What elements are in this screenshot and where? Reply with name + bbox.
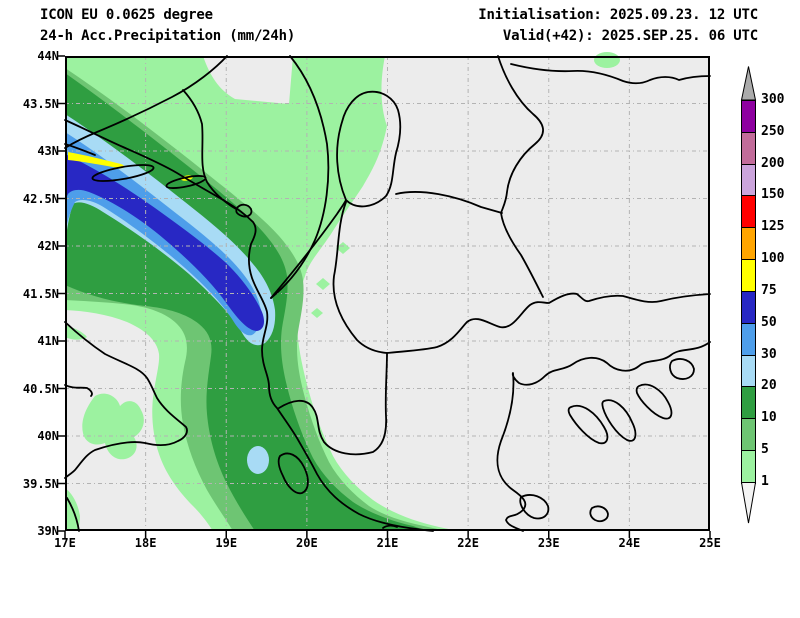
colorbar-label: 5 (761, 441, 769, 457)
colorbar-label: 150 (761, 187, 785, 203)
colorbar (741, 100, 756, 484)
border-danube-north (510, 63, 711, 85)
colorbar-label: 1 (761, 473, 769, 489)
lon-axis-label: 24E (618, 536, 641, 550)
kotor-bay (235, 203, 253, 218)
athos-island (669, 358, 695, 380)
chalkidiki-finger (601, 399, 637, 442)
border-albania-macedonia (332, 201, 388, 354)
colorbar-under-arrow (740, 482, 757, 524)
lon-axis-label: 22E (457, 536, 479, 550)
colorbar-label: 10 (761, 410, 777, 426)
lon-axis-label: 23E (537, 536, 560, 550)
lon-axis-label: 25E (699, 536, 721, 550)
lat-axis-label: 40N (37, 429, 59, 443)
model-title: ICON EU 0.0625 degree (40, 7, 213, 23)
colorbar-segment (742, 196, 755, 229)
lat-axis-label: 43N (37, 144, 59, 158)
colorbar-label: 300 (761, 92, 785, 107)
chalkidiki-finger (567, 404, 609, 445)
colorbar-segment (742, 419, 755, 451)
border-greece-macedonia-bulgaria (386, 292, 711, 354)
colorbar-segment (742, 164, 755, 197)
colorbar-segment (742, 260, 755, 292)
lat-axis-label: 42.5N (22, 191, 59, 206)
parameter-title: 24-h Acc.Precipitation (mm/24h) (40, 28, 296, 44)
lat-axis-label: 41N (37, 334, 59, 348)
colorbar-segment (742, 132, 755, 165)
colorbar-label: 250 (761, 123, 785, 139)
colorbar-segment (742, 228, 755, 261)
colorbar-label: 75 (761, 282, 777, 298)
lon-axis-label: 21E (376, 536, 399, 550)
colorbar-over-arrow (740, 66, 757, 101)
colorbar-segment (742, 355, 755, 388)
precip-layer-50-75mm (65, 154, 265, 331)
lon-axis-label: 19E (215, 536, 238, 550)
valid-time: Valid(+42): 2025.SEP.25. 06 UTC (502, 28, 758, 44)
map-frame (65, 56, 710, 531)
border-serbia-bulgaria (497, 55, 544, 298)
lon-axis-label: 17E (54, 536, 76, 550)
lon-axis-label: 18E (134, 536, 157, 550)
italy-coastline (64, 321, 188, 479)
lat-axis-label: 39N (37, 524, 59, 538)
corfu-island (277, 452, 309, 495)
border-albania-greece (278, 352, 388, 456)
colorbar-label: 50 (761, 314, 777, 330)
lat-axis-label: 39.5N (22, 476, 59, 491)
colorbar-label: 20 (761, 378, 777, 394)
island-outline (64, 143, 96, 156)
border-croatia-bosnia (64, 55, 228, 149)
initialisation-time: Initialisation: 2025.09.23. 12 UTC (478, 7, 758, 23)
colorbar-label: 200 (761, 155, 785, 171)
colorbar-segment (742, 323, 755, 356)
lat-axis-label: 41.5N (22, 286, 59, 301)
lat-axis-label: 43.5N (22, 96, 59, 111)
colorbar-label: 30 (761, 346, 777, 362)
italy-coastline (66, 497, 80, 532)
lat-axis-label: 42N (37, 239, 59, 253)
border-bosnia-montenegro (182, 89, 237, 210)
lat-axis-label: 44N (37, 49, 59, 63)
adriatic-coastline (64, 119, 434, 532)
border-kosovo (336, 90, 402, 208)
italy-coastline (64, 384, 93, 397)
colorbar-segment (742, 450, 755, 483)
colorbar-segment (742, 291, 755, 324)
lat-axis-label: 40.5N (22, 381, 59, 396)
border-bosnia-serbia (270, 55, 330, 299)
colorbar-segment (742, 101, 755, 133)
small-island (589, 505, 609, 523)
grid-lines (65, 56, 710, 531)
border-montenegro-albania (270, 199, 347, 299)
colorbar-label: 125 (761, 219, 785, 235)
axis-ticks (58, 55, 711, 538)
coastlines-and-borders (64, 55, 711, 532)
small-island (382, 524, 398, 529)
island-outline (91, 164, 155, 182)
precipitation-map (58, 52, 711, 538)
volos-peninsula (519, 494, 550, 520)
chalkidiki-finger (635, 383, 673, 420)
colorbar-segment (742, 387, 755, 420)
colorbar-label: 100 (761, 251, 785, 267)
lon-axis-label: 20E (296, 536, 318, 550)
border-kosovo-macedonia (395, 191, 503, 214)
